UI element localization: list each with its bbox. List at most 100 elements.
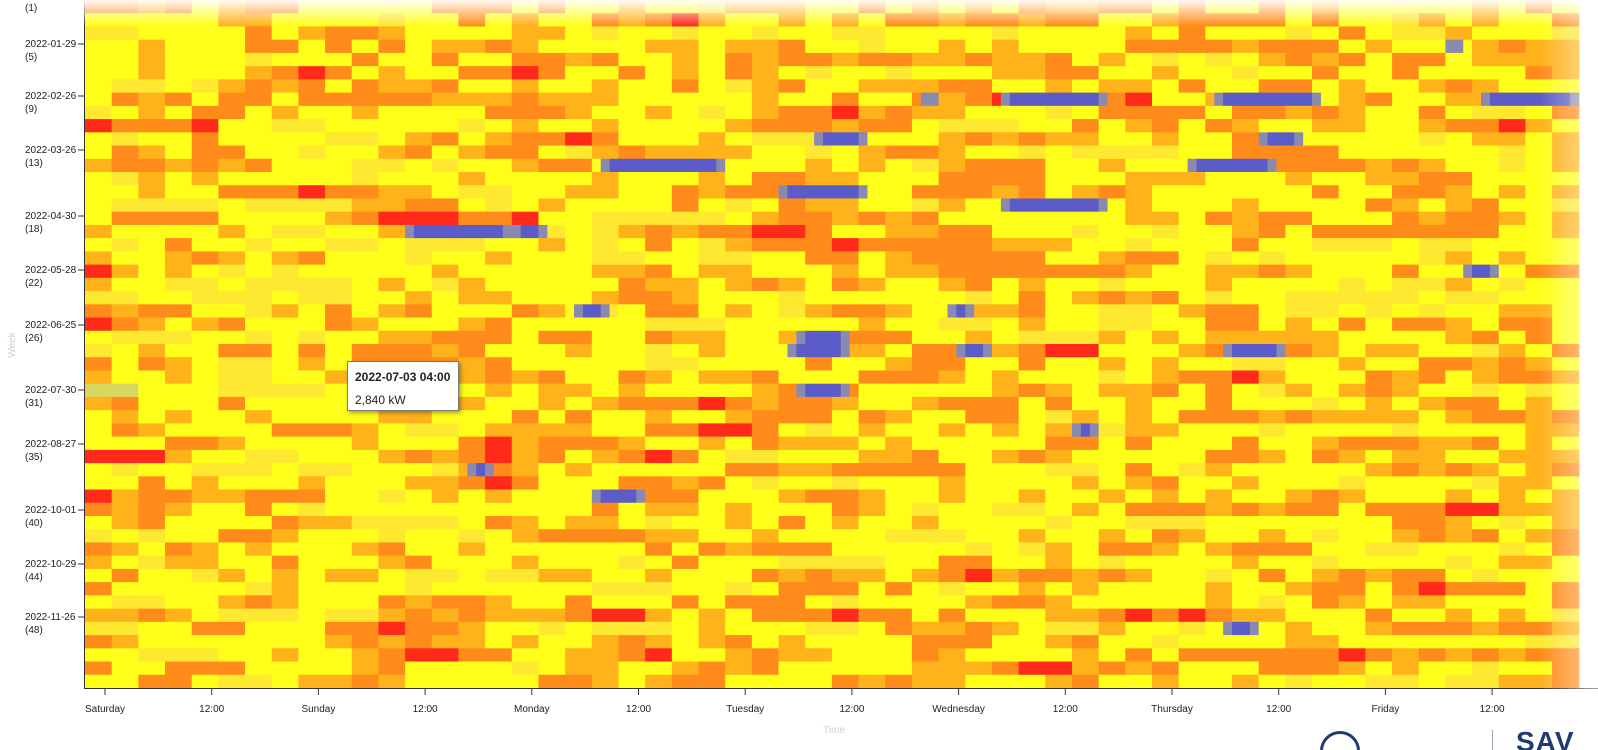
heatmap-cell[interactable]: [85, 211, 113, 226]
heatmap-cell[interactable]: [591, 608, 646, 623]
heatmap-cell[interactable]: [191, 608, 219, 623]
heatmap-cell[interactable]: [885, 621, 913, 636]
heatmap-cell[interactable]: [1178, 648, 1340, 663]
heatmap-cell[interactable]: [325, 145, 380, 160]
heatmap-cell[interactable]: [911, 396, 940, 411]
heatmap-cell[interactable]: [1338, 52, 1366, 67]
heatmap-cell[interactable]: [591, 145, 620, 160]
heatmap-cell[interactable]: [965, 608, 1046, 623]
heatmap-cell[interactable]: [858, 317, 886, 332]
heatmap-cell[interactable]: [911, 158, 940, 173]
heatmap-cell[interactable]: [751, 211, 780, 226]
heatmap-cell[interactable]: [511, 304, 540, 319]
heatmap-cell[interactable]: [787, 344, 797, 358]
heatmap-cell[interactable]: [1338, 79, 1366, 94]
heatmap-cell[interactable]: [591, 119, 620, 133]
heatmap-cell[interactable]: [1418, 463, 1447, 477]
heatmap-cell[interactable]: [1018, 344, 1046, 358]
heatmap-cell[interactable]: [1178, 13, 1286, 28]
heatmap-cell[interactable]: [947, 304, 957, 319]
heatmap-cell[interactable]: [1098, 410, 1126, 424]
heatmap-cell[interactable]: [1552, 410, 1580, 424]
heatmap-cell[interactable]: [325, 304, 353, 319]
heatmap-cell[interactable]: [1223, 344, 1233, 358]
heatmap-cell[interactable]: [698, 185, 726, 200]
heatmap-cell[interactable]: [831, 92, 860, 107]
heatmap-cell[interactable]: [938, 145, 966, 160]
heatmap-cell[interactable]: [245, 145, 299, 160]
heatmap-cell[interactable]: [1258, 674, 1286, 689]
heatmap-cell[interactable]: [858, 52, 913, 67]
heatmap-cell[interactable]: [1125, 476, 1153, 491]
heatmap-cell[interactable]: [1152, 383, 1180, 398]
heatmap-cell[interactable]: [1178, 211, 1206, 226]
heatmap-cell[interactable]: [1498, 119, 1527, 133]
heatmap-cell[interactable]: [1525, 132, 1553, 147]
heatmap-cell[interactable]: [85, 568, 113, 583]
heatmap-cell[interactable]: [111, 370, 166, 385]
heatmap-cell[interactable]: [1205, 344, 1224, 358]
heatmap-cell[interactable]: [831, 608, 860, 623]
heatmap-cell[interactable]: [138, 489, 193, 504]
heatmap-cell[interactable]: [1312, 396, 1340, 411]
heatmap-cell[interactable]: [431, 463, 460, 477]
heatmap-cell[interactable]: [1098, 674, 1153, 689]
heatmap-cell[interactable]: [538, 92, 620, 107]
heatmap-cell[interactable]: [1472, 172, 1580, 186]
heatmap-cell[interactable]: [271, 26, 299, 41]
heatmap-cell[interactable]: [1480, 92, 1491, 107]
heatmap-cell[interactable]: [111, 198, 219, 213]
heatmap-cell[interactable]: [965, 304, 975, 319]
heatmap-cell[interactable]: [591, 26, 620, 41]
heatmap-cell[interactable]: [405, 277, 433, 292]
heatmap-cell[interactable]: [138, 410, 166, 424]
heatmap-cell[interactable]: [1365, 542, 1420, 557]
heatmap-cell[interactable]: [511, 132, 566, 147]
heatmap-cell[interactable]: [1258, 52, 1286, 67]
heatmap-cell[interactable]: [1312, 436, 1340, 451]
heatmap-cell[interactable]: [1285, 13, 1313, 28]
heatmap-cell[interactable]: [511, 39, 540, 54]
heatmap-cell[interactable]: [378, 66, 406, 80]
heatmap-cell[interactable]: [485, 489, 513, 504]
heatmap-cell[interactable]: [165, 449, 193, 464]
heatmap-cell[interactable]: [911, 648, 940, 663]
heatmap-cell[interactable]: [1045, 13, 1100, 28]
heatmap-cell[interactable]: [1392, 449, 1447, 464]
heatmap-cell[interactable]: [991, 317, 1020, 332]
heatmap-cell[interactable]: [351, 198, 406, 213]
heatmap-cell[interactable]: [778, 304, 806, 319]
heatmap-cell[interactable]: [298, 608, 326, 623]
heatmap-cell[interactable]: [698, 172, 726, 186]
heatmap-cell[interactable]: [1418, 396, 1447, 411]
heatmap-cell[interactable]: [1525, 357, 1553, 372]
heatmap-cell[interactable]: [138, 39, 166, 54]
heatmap-cell[interactable]: [1498, 317, 1553, 332]
heatmap-cell[interactable]: [111, 423, 139, 438]
heatmap-cell[interactable]: [271, 92, 299, 107]
heatmap-cell[interactable]: [725, 516, 753, 530]
heatmap-cell[interactable]: [1098, 158, 1126, 173]
heatmap-cell[interactable]: [591, 211, 726, 226]
heatmap-cell[interactable]: [431, 251, 486, 266]
heatmap-cell[interactable]: [671, 621, 700, 636]
heatmap-cell[interactable]: [538, 0, 566, 14]
heatmap-cell[interactable]: [245, 304, 273, 319]
heatmap-cell[interactable]: [938, 568, 966, 583]
heatmap-cell[interactable]: [645, 555, 673, 570]
heatmap-cell[interactable]: [1472, 383, 1500, 398]
heatmap-cell[interactable]: [538, 79, 593, 94]
heatmap-cell[interactable]: [271, 344, 299, 358]
heatmap-cell[interactable]: [885, 344, 913, 358]
heatmap-cell[interactable]: [1258, 502, 1286, 517]
heatmap-cell[interactable]: [796, 330, 806, 345]
heatmap-cell[interactable]: [618, 449, 646, 464]
heatmap-cell[interactable]: [378, 79, 433, 94]
heatmap-cell[interactable]: [1232, 582, 1286, 596]
heatmap-cell[interactable]: [485, 568, 540, 583]
heatmap-cell[interactable]: [1258, 79, 1313, 94]
heatmap-cell[interactable]: [138, 357, 166, 372]
heatmap-cell[interactable]: [1312, 317, 1340, 332]
heatmap-cell[interactable]: [1258, 383, 1286, 398]
heatmap-cell[interactable]: [458, 119, 486, 133]
